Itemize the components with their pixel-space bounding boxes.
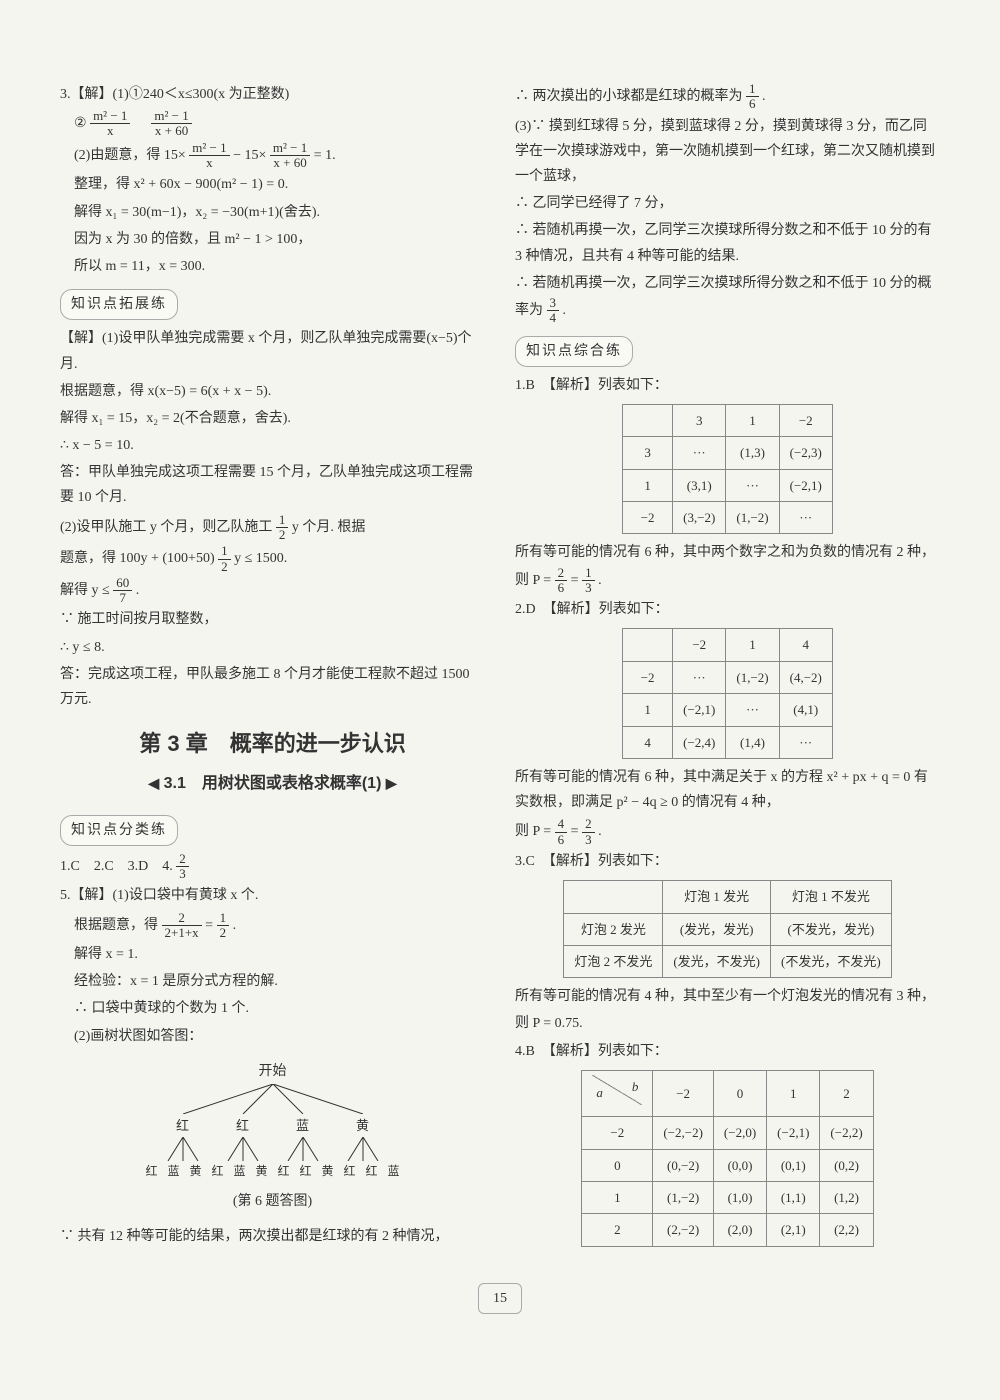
table-row: 1(3,1)···(−2,1) [623, 469, 833, 501]
subchapter-title: ◀ 3.1 用树状图或表格求概率(1) ▶ [60, 770, 485, 799]
left-column: 3.【解】(1)①240＜x≤300(x 为正整数) ② m² − 1x m² … [60, 80, 485, 1253]
q2-head: 2.D 【解析】列表如下： [515, 597, 940, 622]
q3-line: 整理，得 x² + 60x − 900(m² − 1) = 0. [60, 172, 485, 197]
q3-tail: 所有等可能的情况有 4 种，其中至少有一个灯泡发光的情况有 3 种， [515, 984, 940, 1009]
q3-line: 解得 x₁ = 30(m−1)，x₂ = −30(m+1)(舍去). [60, 200, 485, 225]
p2-line: ∴ 乙同学已经得了 7 分， [515, 191, 940, 216]
ext-line: 【解】(1)设甲队单独完成需要 x 个月，则乙队单独完成需要(x−5)个月. [60, 326, 485, 376]
table-row: 3···(1,3)(−2,3) [623, 437, 833, 469]
q3-head: 3.C 【解析】列表如下： [515, 849, 940, 874]
table-row: −2···(1,−2)(4,−2) [623, 661, 833, 693]
table3: 灯泡 1 发光灯泡 1 不发光 灯泡 2 发光(发光，发光)(不发光，发光) 灯… [563, 880, 891, 978]
table1: 31−2 3···(1,3)(−2,3) 1(3,1)···(−2,1) −2(… [622, 404, 833, 535]
right-column: ∴ 两次摸出的小球都是红球的概率为 16 . (3)∵ 摸到红球得 5 分，摸到… [515, 80, 940, 1253]
ext-line: ∴ x − 5 = 10. [60, 433, 485, 458]
q3-eq2: ② m² − 1x m² − 1x + 60 [60, 109, 485, 139]
p2-line: ∴ 若随机再摸一次，乙同学三次摸球所得分数之和不低于 10 分的有 3 种情况，… [515, 218, 940, 268]
section-combined: 知识点综合练 [515, 336, 633, 367]
ext-line: 根据题意，得 x(x−5) = 6(x + x − 5). [60, 379, 485, 404]
q5-eq: 根据题意，得 22+1+x = 12 . [60, 911, 485, 941]
q2-tail-a: 所有等可能的情况有 6 种，其中满足关于 x 的方程 x² + px + q =… [515, 765, 940, 815]
ext-line: 答：完成这项工程，甲队最多施工 8 个月才能使工程款不超过 1500 万元. [60, 662, 485, 712]
table-row: 灯泡 1 发光灯泡 1 不发光 [564, 881, 891, 913]
tree-level1: 红 红 蓝 黄 [60, 1114, 485, 1137]
page-number: 15 [60, 1283, 940, 1314]
page-columns: 3.【解】(1)①240＜x≤300(x 为正整数) ② m² − 1x m² … [60, 80, 940, 1253]
table-row: 4(−2,4)(1,4)··· [623, 726, 833, 758]
q3-line: 3.【解】(1)①240＜x≤300(x 为正整数) [60, 82, 485, 107]
table-row: 灯泡 2 不发光(发光，不发光)(不发光，不发光) [564, 945, 891, 977]
q2-tail-b: 则 P = 46 = 23 . [515, 817, 940, 847]
section-classify: 知识点分类练 [60, 815, 178, 846]
left-triangle-icon: ◀ [148, 775, 159, 791]
ext-line: 解得 x₁ = 15，x₂ = 2(不合题意，舍去). [60, 406, 485, 431]
q5-line: ∴ 口袋中黄球的个数为 1 个. [60, 996, 485, 1021]
q5-end: ∵ 共有 12 种等可能的结果，两次摸出都是红球的有 2 种情况， [60, 1224, 485, 1249]
table-row: 1(−2,1)···(4,1) [623, 694, 833, 726]
tree-diagram: 开始 红 红 蓝 黄 红 [60, 1059, 485, 1214]
chapter-title: 第 3 章 概率的进一步认识 [60, 724, 485, 764]
q5-line: 5.【解】(1)设口袋中有黄球 x 个. [60, 883, 485, 908]
q5-line: 经检验：x = 1 是原分式方程的解. [60, 969, 485, 994]
q3-line: 因为 x 为 30 的倍数，且 m² − 1 > 100， [60, 227, 485, 252]
p3: ∴ 若随机再摸一次，乙同学三次摸球所得分数之和不低于 10 分的概率为 34 . [515, 271, 940, 326]
right-triangle-icon: ▶ [386, 775, 397, 791]
q3-line: 所以 m = 11，x = 300. [60, 254, 485, 279]
ext2-line: (2)设甲队施工 y 个月，则乙队施工 12 y 个月. 根据 [60, 513, 485, 543]
q3-tail: 则 P = 0.75. [515, 1011, 940, 1036]
ext4-line: 解得 y ≤ 607 . [60, 576, 485, 606]
diagonal-header-icon: ba [592, 1075, 642, 1105]
tree-root: 开始 [60, 1059, 485, 1084]
ext-line: ∵ 施工时间按月取整数， [60, 607, 485, 632]
table4: ba −2012 −2(−2,−2)(−2,0)(−2,1)(−2,2) 0(0… [581, 1070, 873, 1247]
table-row: 0(0,−2)(0,0)(0,1)(0,2) [582, 1149, 873, 1181]
table-row: −2(−2,−2)(−2,0)(−2,1)(−2,2) [582, 1117, 873, 1149]
q3-eq3: (2)由题意，得 15× m² − 1x − 15× m² − 1x + 60 … [60, 141, 485, 171]
table-row: −214 [623, 629, 833, 661]
tree-branches-icon [143, 1137, 403, 1161]
q1-head: 1.B 【解析】列表如下： [515, 373, 940, 398]
tree-caption: (第 6 题答图) [60, 1189, 485, 1214]
p2-line: (3)∵ 摸到红球得 5 分，摸到蓝球得 2 分，摸到黄球得 3 分，而乙同学在… [515, 114, 940, 190]
q5-line: (2)画树状图如答图： [60, 1024, 485, 1049]
answers-row: 1.C 2.C 3.D 4. 23 [60, 852, 485, 882]
table-row: ba −2012 [582, 1070, 873, 1116]
q1-tail: 所有等可能的情况有 6 种，其中两个数字之和为负数的情况有 2 种，则 P = … [515, 540, 940, 595]
table-row: 31−2 [623, 404, 833, 436]
ext-line: ∴ y ≤ 8. [60, 635, 485, 660]
section-extension: 知识点拓展练 [60, 289, 178, 320]
q5-line: 解得 x = 1. [60, 942, 485, 967]
table-row: −2(3,−2)(1,−2)··· [623, 502, 833, 534]
ext-line: 答：甲队单独完成这项工程需要 15 个月，乙队单独完成这项工程需要 10 个月. [60, 460, 485, 510]
table-row: 1(1,−2)(1,0)(1,1)(1,2) [582, 1182, 873, 1214]
table-row: 灯泡 2 发光(发光，发光)(不发光，发光) [564, 913, 891, 945]
table2: −214 −2···(1,−2)(4,−2) 1(−2,1)···(4,1) 4… [622, 628, 833, 759]
tree-level2: 红 蓝 黄 红 蓝 黄 红 红 黄 红 红 蓝 [60, 1161, 485, 1183]
q4-head: 4.B 【解析】列表如下： [515, 1039, 940, 1064]
ext3-line: 题意，得 100y + (100+50) 12 y ≤ 1500. [60, 544, 485, 574]
tree-branches-icon [143, 1084, 403, 1114]
p1: ∴ 两次摸出的小球都是红球的概率为 16 . [515, 82, 940, 112]
table-row: 2(2,−2)(2,0)(2,1)(2,2) [582, 1214, 873, 1246]
